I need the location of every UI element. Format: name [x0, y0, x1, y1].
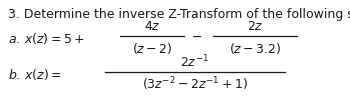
Text: $(3z^{-2} - 2z^{-1} + 1)$: $(3z^{-2} - 2z^{-1} + 1)$	[142, 75, 248, 93]
Text: $(z - 3.2)$: $(z - 3.2)$	[229, 41, 281, 55]
Text: $2z^{-1}$: $2z^{-1}$	[180, 54, 210, 70]
Text: $b.\,x(z) =$: $b.\,x(z) =$	[8, 67, 62, 82]
Text: $2z$: $2z$	[247, 19, 263, 33]
Text: $4z$: $4z$	[144, 19, 160, 33]
Text: 3. Determine the inverse Z-Transform of the following signals.: 3. Determine the inverse Z-Transform of …	[8, 8, 350, 21]
Text: $a.\,x(z) = 5 +$: $a.\,x(z) = 5 +$	[8, 31, 85, 46]
Text: $-$: $-$	[191, 29, 203, 43]
Text: $(z - 2)$: $(z - 2)$	[132, 41, 172, 55]
